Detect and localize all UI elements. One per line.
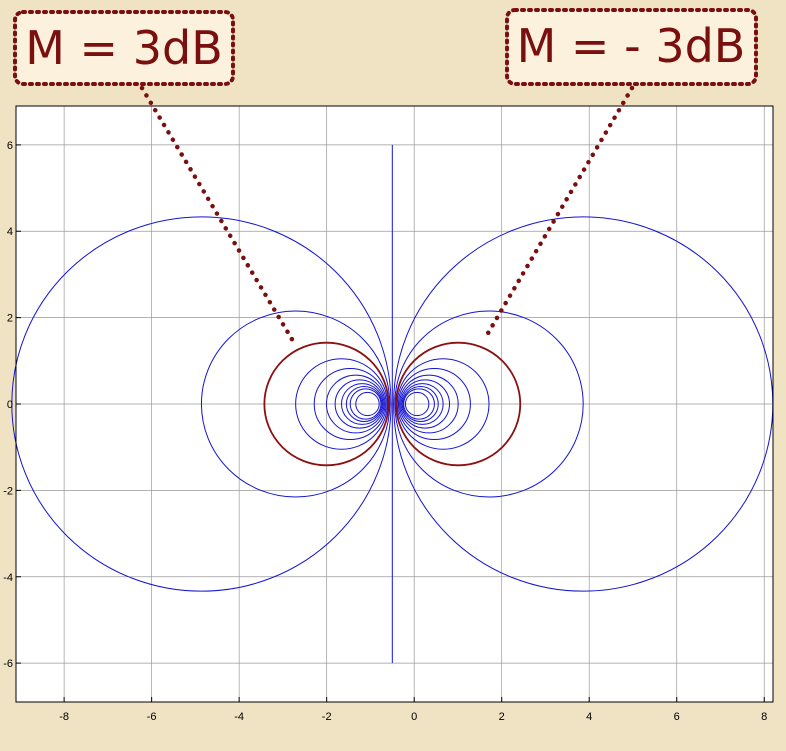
contour-circle — [404, 391, 430, 417]
y-tick-label: -2 — [3, 485, 13, 497]
annotations: M = 3dB M = - 3dB — [13, 8, 758, 349]
contour-circle — [403, 388, 435, 420]
contour-circle-highlighted — [395, 341, 522, 467]
x-tick-label: -4 — [234, 711, 244, 723]
y-tick-label: 2 — [7, 313, 13, 325]
callout-box-minus-3db — [505, 8, 758, 86]
contour-circle — [11, 216, 392, 592]
grid — [16, 106, 773, 702]
callout-label-plus-3db: M = 3dB — [25, 21, 223, 75]
x-tick-label: 4 — [586, 711, 592, 723]
callout-label-minus-3db: M = - 3dB — [517, 19, 746, 73]
leader-line-minus-3db — [481, 85, 635, 343]
x-tick-label: 2 — [499, 711, 505, 723]
y-tick-label: 6 — [7, 140, 13, 152]
contour-circles — [11, 144, 774, 664]
leader-line-plus-3db — [139, 85, 299, 349]
y-tick-label: -4 — [3, 572, 13, 584]
y-tick-label: 4 — [7, 226, 13, 238]
x-tick-label: -8 — [59, 711, 69, 723]
contour-circle — [399, 374, 459, 434]
contour-circle — [295, 358, 388, 450]
x-tick-label: 6 — [674, 711, 680, 723]
contour-circle — [334, 379, 385, 429]
callout-box-plus-3db — [13, 10, 235, 86]
contour-circle — [340, 383, 384, 425]
contour-circle — [313, 367, 387, 441]
y-tick-label: -6 — [3, 658, 13, 670]
contour-circle — [400, 379, 451, 429]
contour-circle — [349, 388, 382, 420]
contour-circle — [402, 385, 439, 423]
contour-circle — [200, 310, 391, 498]
contour-circle-highlighted — [263, 341, 390, 467]
x-tick-label: -2 — [322, 711, 332, 723]
contour-circle — [345, 385, 383, 423]
y-tick-label: 0 — [7, 399, 13, 411]
x-tick-label: 8 — [761, 711, 767, 723]
contour-circle — [401, 383, 444, 425]
contour-circle — [397, 367, 471, 441]
x-tick-label: -6 — [147, 711, 157, 723]
contour-circle — [325, 374, 386, 434]
contour-circle — [396, 358, 490, 450]
contour-circle — [355, 391, 380, 417]
axis-ticks: -8 -6 -4 -2 0 2 4 6 8 -6 -4 -2 0 2 4 6 — [3, 140, 767, 723]
contour-circle — [394, 310, 584, 498]
x-tick-label: 0 — [411, 711, 417, 723]
